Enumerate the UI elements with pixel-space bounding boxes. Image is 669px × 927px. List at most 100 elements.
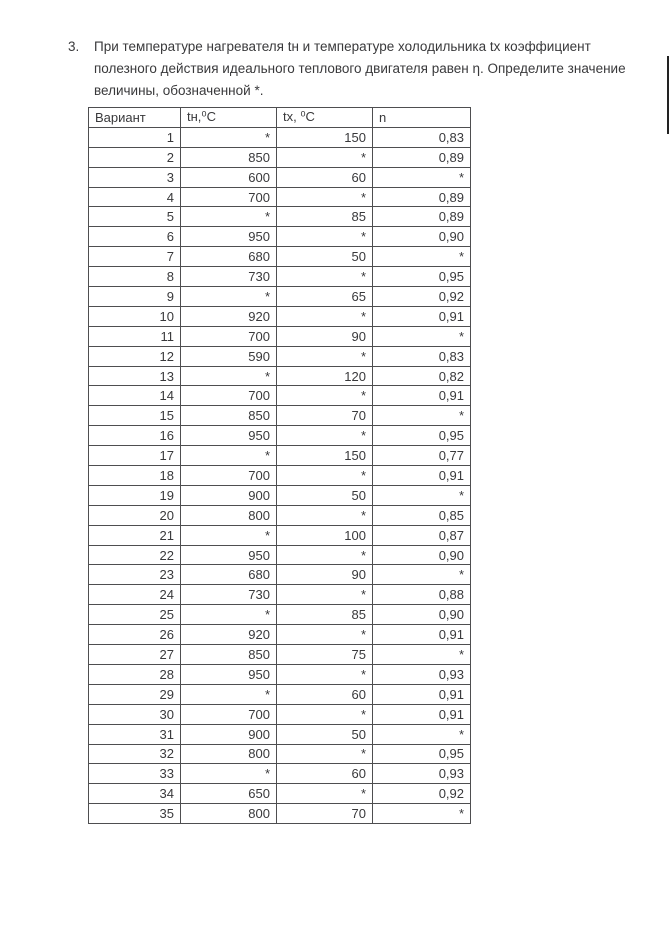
tx-cell: 150 <box>276 126 373 148</box>
variant-cell: 30 <box>88 703 181 725</box>
table-row: 30 700 * 0,91 <box>88 703 471 725</box>
tn-cell: 920 <box>180 305 277 327</box>
eta-cell: * <box>372 246 471 268</box>
table-row: 18 700 * 0,91 <box>88 465 471 486</box>
variant-cell: 10 <box>88 305 181 327</box>
tx-cell: * <box>276 425 373 447</box>
tx-cell: 90 <box>276 325 373 347</box>
variant-cell: 16 <box>88 425 181 447</box>
variant-cell: 8 <box>88 266 181 288</box>
table-row: 6 950 * 0,90 <box>88 226 471 248</box>
eta-cell: * <box>372 166 471 188</box>
table-row: 21 * 100 0,87 <box>88 524 471 546</box>
eta-cell: 0,95 <box>372 743 471 765</box>
eta-cell: 0,91 <box>372 703 471 725</box>
variant-cell: 27 <box>88 644 181 665</box>
eta-cell: 0,93 <box>372 763 471 785</box>
tx-cell: * <box>276 385 373 407</box>
tn-cell: 920 <box>180 624 277 646</box>
header-variant: Вариант <box>88 107 181 128</box>
eta-cell: * <box>372 405 471 427</box>
tx-cell: * <box>276 544 373 566</box>
table-row: 5 * 85 0,89 <box>88 206 471 228</box>
tx-cell: * <box>276 146 373 168</box>
tx-cell: 50 <box>276 723 373 745</box>
eta-cell: 0,95 <box>372 425 471 447</box>
tx-cell: * <box>276 186 373 208</box>
tn-cell: 900 <box>180 723 277 745</box>
tx-cell: * <box>276 624 373 646</box>
variant-cell: 2 <box>88 146 181 168</box>
variant-cell: 3 <box>88 166 181 188</box>
eta-cell: * <box>372 564 471 586</box>
table-row: 3 600 60 * <box>88 166 471 188</box>
table-row: 25 * 85 0,90 <box>88 604 471 626</box>
eta-cell: 0,83 <box>372 126 471 148</box>
table-row: 17 * 150 0,77 <box>88 445 471 467</box>
tn-cell: 700 <box>180 186 277 208</box>
tn-cell: 680 <box>180 564 277 586</box>
table-header-row: Вариант tн,⁰C tx, ⁰C n <box>88 107 471 128</box>
tn-cell: 950 <box>180 663 277 685</box>
table-row: 19 900 50 * <box>88 484 471 506</box>
eta-cell: 0,90 <box>372 544 471 566</box>
tx-cell: 65 <box>276 286 373 307</box>
eta-cell: 0,89 <box>372 206 471 228</box>
table-row: 8 730 * 0,95 <box>88 266 471 288</box>
eta-cell: 0,92 <box>372 783 471 805</box>
tn-cell: 730 <box>180 584 277 606</box>
table-row: 4 700 * 0,89 <box>88 186 471 208</box>
tn-cell: 650 <box>180 783 277 805</box>
tn-cell: 600 <box>180 166 277 188</box>
eta-cell: 0,91 <box>372 385 471 407</box>
tn-cell: 800 <box>180 743 277 765</box>
eta-cell: * <box>372 803 471 825</box>
tx-cell: * <box>276 743 373 765</box>
table-row: 23 680 90 * <box>88 564 471 586</box>
table-row: 14 700 * 0,91 <box>88 385 471 407</box>
table-row: 1 * 150 0,83 <box>88 126 471 148</box>
tn-cell: 590 <box>180 345 277 367</box>
tx-cell: * <box>276 703 373 725</box>
tx-cell: * <box>276 266 373 288</box>
variant-cell: 12 <box>88 345 181 367</box>
header-tx: tx, ⁰C <box>276 107 373 128</box>
variant-cell: 33 <box>88 763 181 785</box>
tn-cell: 700 <box>180 703 277 725</box>
eta-cell: 0,87 <box>372 524 471 546</box>
tx-cell: 60 <box>276 683 373 705</box>
table-row: 2 850 * 0,89 <box>88 146 471 168</box>
tn-cell: * <box>180 286 277 307</box>
eta-cell: 0,91 <box>372 683 471 705</box>
eta-cell: 0,92 <box>372 286 471 307</box>
tn-cell: 950 <box>180 425 277 447</box>
variant-cell: 5 <box>88 206 181 228</box>
table-row: 10 920 * 0,91 <box>88 305 471 327</box>
tx-cell: 75 <box>276 644 373 665</box>
tx-cell: * <box>276 663 373 685</box>
tn-cell: * <box>180 604 277 626</box>
tx-cell: 150 <box>276 445 373 467</box>
tx-cell: * <box>276 465 373 486</box>
variant-cell: 7 <box>88 246 181 268</box>
variant-cell: 26 <box>88 624 181 646</box>
header-tn: tн,⁰C <box>180 107 277 128</box>
variant-cell: 24 <box>88 584 181 606</box>
variant-cell: 14 <box>88 385 181 407</box>
tn-cell: 850 <box>180 146 277 168</box>
tx-cell: 70 <box>276 803 373 825</box>
table-row: 34 650 * 0,92 <box>88 783 471 805</box>
tn-cell: 850 <box>180 405 277 427</box>
eta-cell: * <box>372 325 471 347</box>
tn-cell: * <box>180 524 277 546</box>
table-row: 26 920 * 0,91 <box>88 624 471 646</box>
eta-cell: 0,91 <box>372 624 471 646</box>
tx-cell: 100 <box>276 524 373 546</box>
tn-cell: 700 <box>180 465 277 486</box>
variant-cell: 9 <box>88 286 181 307</box>
variant-cell: 19 <box>88 484 181 506</box>
tx-cell: * <box>276 783 373 805</box>
problem-statement: 3. При температуре нагревателя tн и темп… <box>68 36 643 102</box>
table-row: 22 950 * 0,90 <box>88 544 471 566</box>
variant-cell: 32 <box>88 743 181 765</box>
